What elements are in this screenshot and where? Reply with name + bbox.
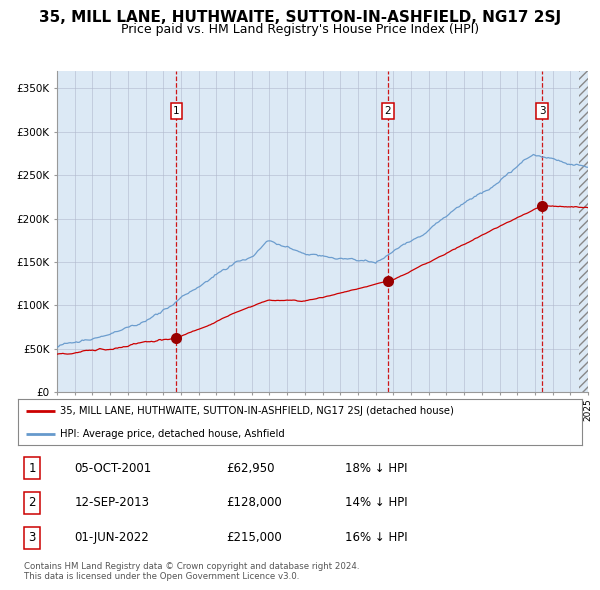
Text: 35, MILL LANE, HUTHWAITE, SUTTON-IN-ASHFIELD, NG17 2SJ: 35, MILL LANE, HUTHWAITE, SUTTON-IN-ASHF… <box>39 10 561 25</box>
Text: £128,000: £128,000 <box>227 496 283 510</box>
Polygon shape <box>579 71 588 392</box>
Text: 3: 3 <box>28 532 36 545</box>
Text: 2: 2 <box>385 106 391 116</box>
Text: 3: 3 <box>539 106 545 116</box>
Text: 12-SEP-2013: 12-SEP-2013 <box>74 496 149 510</box>
Text: 01-JUN-2022: 01-JUN-2022 <box>74 532 149 545</box>
Text: £62,950: £62,950 <box>227 461 275 474</box>
Text: HPI: Average price, detached house, Ashfield: HPI: Average price, detached house, Ashf… <box>60 429 285 439</box>
Text: 16% ↓ HPI: 16% ↓ HPI <box>345 532 408 545</box>
Text: 1: 1 <box>28 461 36 474</box>
Text: £215,000: £215,000 <box>227 532 283 545</box>
Text: 35, MILL LANE, HUTHWAITE, SUTTON-IN-ASHFIELD, NG17 2SJ (detached house): 35, MILL LANE, HUTHWAITE, SUTTON-IN-ASHF… <box>60 406 454 416</box>
Text: 1: 1 <box>173 106 180 116</box>
Text: Price paid vs. HM Land Registry's House Price Index (HPI): Price paid vs. HM Land Registry's House … <box>121 23 479 36</box>
Text: 18% ↓ HPI: 18% ↓ HPI <box>345 461 407 474</box>
Text: 2: 2 <box>28 496 36 510</box>
Text: Contains HM Land Registry data © Crown copyright and database right 2024.
This d: Contains HM Land Registry data © Crown c… <box>24 562 359 581</box>
Text: 14% ↓ HPI: 14% ↓ HPI <box>345 496 408 510</box>
Text: 05-OCT-2001: 05-OCT-2001 <box>74 461 152 474</box>
